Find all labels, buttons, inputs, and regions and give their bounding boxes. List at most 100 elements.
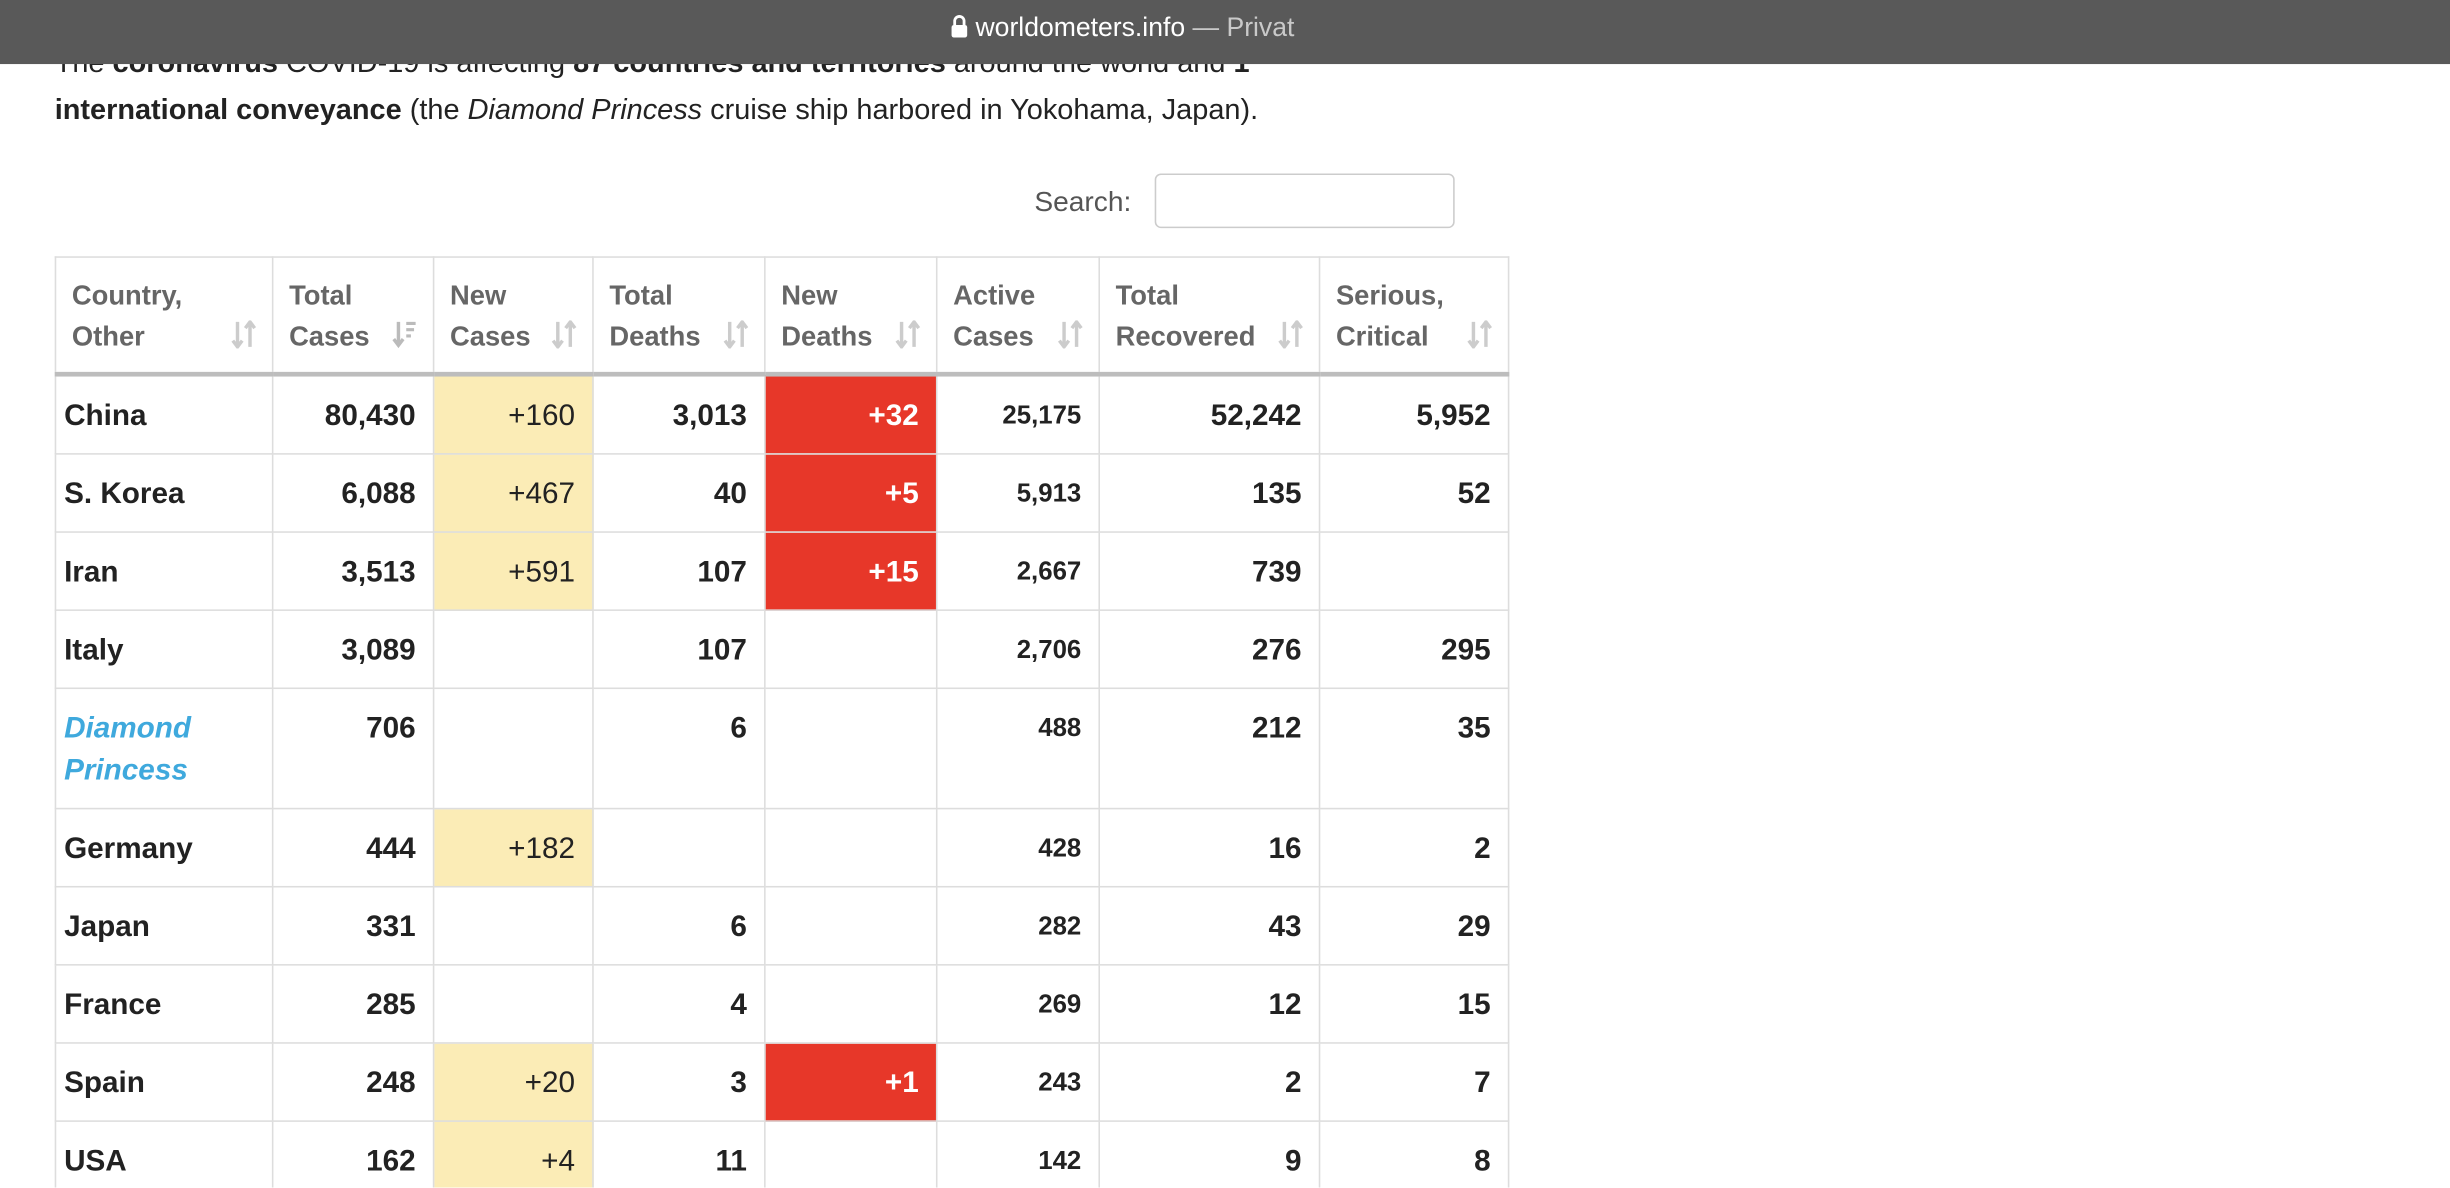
cell: 285 — [271, 964, 435, 1044]
cell — [764, 1120, 938, 1188]
header-text: Active Cases — [953, 278, 1036, 351]
cell: +32 — [764, 373, 938, 455]
cell-value: 52 — [1457, 478, 1491, 511]
column-header[interactable]: New Deaths — [764, 256, 938, 377]
cell: +5 — [764, 453, 938, 533]
cell: 295 — [1318, 609, 1510, 690]
cell-value: +467 — [508, 478, 575, 511]
cell-value: 248 — [366, 1067, 416, 1100]
cell: 80,430 — [271, 373, 435, 455]
cell — [432, 885, 594, 966]
cell-value: +20 — [524, 1067, 575, 1100]
cell: 248 — [271, 1042, 435, 1122]
domain: worldometers.info — [975, 12, 1186, 43]
cell: 29 — [1318, 885, 1510, 966]
cell: Italy — [54, 609, 274, 690]
column-header[interactable]: Total Cases — [271, 256, 435, 377]
cell: 444 — [271, 807, 435, 888]
cell-value: 7 — [1474, 1067, 1491, 1100]
cell-value: 2,667 — [1016, 557, 1082, 586]
country-name: S. Korea — [64, 478, 185, 511]
cell: 43 — [1098, 885, 1321, 966]
cell: 3,513 — [271, 531, 435, 611]
cell-value: 444 — [366, 832, 416, 866]
cell — [764, 687, 938, 810]
header-text: New Cases — [450, 278, 531, 351]
column-header[interactable]: Serious, Critical — [1318, 256, 1510, 377]
cell — [1318, 531, 1510, 611]
cell: Spain — [54, 1042, 274, 1122]
cell — [432, 687, 594, 810]
column-header[interactable]: New Cases — [432, 256, 594, 377]
cell: 2,706 — [935, 609, 1100, 690]
cell-value: 29 — [1457, 910, 1491, 944]
cell-value: 107 — [697, 634, 747, 668]
country-name: Spain — [64, 1067, 145, 1100]
cell-value: 52,242 — [1210, 400, 1302, 433]
cell — [432, 964, 594, 1044]
table-row: USA 162 +4 11 142 9 8 — [54, 1120, 1510, 1188]
table-row: S. Korea 6,088 +467 40 +5 5,913 135 52 — [54, 453, 1510, 533]
cell: 706 — [271, 687, 435, 810]
cell-value: +160 — [508, 400, 575, 433]
cell-value: 2 — [1285, 1067, 1302, 1100]
column-header[interactable]: Total Recovered — [1098, 256, 1321, 377]
country-name: Japan — [64, 910, 150, 944]
search-input[interactable] — [1154, 173, 1455, 229]
cell-value: 11 — [715, 1145, 747, 1179]
column-header[interactable]: Total Deaths — [592, 256, 766, 377]
cell: Japan — [54, 885, 274, 966]
header-text: Total Recovered — [1115, 278, 1256, 351]
cell-value: 3,089 — [341, 634, 416, 668]
cell-value: 488 — [1038, 714, 1082, 743]
table-row: Japan 331 6 282 43 29 — [54, 885, 1510, 966]
column-header[interactable]: Country, Other — [54, 256, 274, 377]
intro-text: (the — [401, 92, 468, 125]
table: Country, Other Total Cases New Cases Total … — [54, 256, 1510, 1188]
cell: 6 — [592, 687, 766, 810]
cell-value: 142 — [1038, 1146, 1082, 1175]
cell-value: 428 — [1038, 834, 1082, 863]
cell: Iran — [54, 531, 274, 611]
cell: 269 — [935, 964, 1100, 1044]
cell-value: +32 — [868, 400, 919, 433]
country-name: China — [64, 400, 147, 433]
cell-value: 295 — [1441, 634, 1491, 668]
cell: +15 — [764, 531, 938, 611]
address[interactable]: worldometers.info — Privat — [0, 13, 2244, 44]
header-text: New Deaths — [781, 278, 873, 351]
cell-value: 331 — [366, 910, 416, 944]
column-header[interactable]: Active Cases — [935, 256, 1100, 377]
country-link[interactable]: Diamond Princess — [64, 712, 192, 788]
cell-value: 739 — [1252, 556, 1302, 590]
cell-value: 5,913 — [1016, 479, 1082, 508]
mode: — Privat — [1192, 12, 1295, 43]
cell-value: +4 — [541, 1145, 575, 1179]
cell: Diamond Princess — [54, 687, 274, 810]
cell: +4 — [432, 1120, 594, 1188]
sort-icon — [1058, 320, 1083, 349]
cell-value: 706 — [366, 712, 416, 746]
cell-value: 3,013 — [672, 400, 747, 433]
cell-value: 9 — [1285, 1145, 1302, 1179]
cell-value: 285 — [366, 989, 416, 1022]
cell-value: 4 — [730, 989, 747, 1022]
table-row: Italy 3,089 107 2,706 276 295 — [54, 609, 1510, 690]
sort-icon — [551, 320, 577, 349]
cell: 9 — [1098, 1120, 1321, 1188]
country-name: Germany — [64, 832, 193, 866]
cell — [764, 885, 938, 966]
cell-value: 25,175 — [1002, 401, 1082, 430]
cell-value: 6,088 — [341, 478, 416, 511]
cell-value: 80,430 — [324, 400, 416, 433]
search-label: Search: — [1034, 185, 1132, 218]
cell-value: 135 — [1252, 478, 1302, 511]
cell: 4 — [592, 964, 766, 1044]
cell: Germany — [54, 807, 274, 888]
table-row: Diamond Princess 706 6 488 212 35 — [54, 687, 1510, 810]
cell-value: +5 — [884, 478, 919, 511]
cell — [764, 807, 938, 888]
cell: 6 — [592, 885, 766, 966]
cell: 739 — [1098, 531, 1321, 611]
